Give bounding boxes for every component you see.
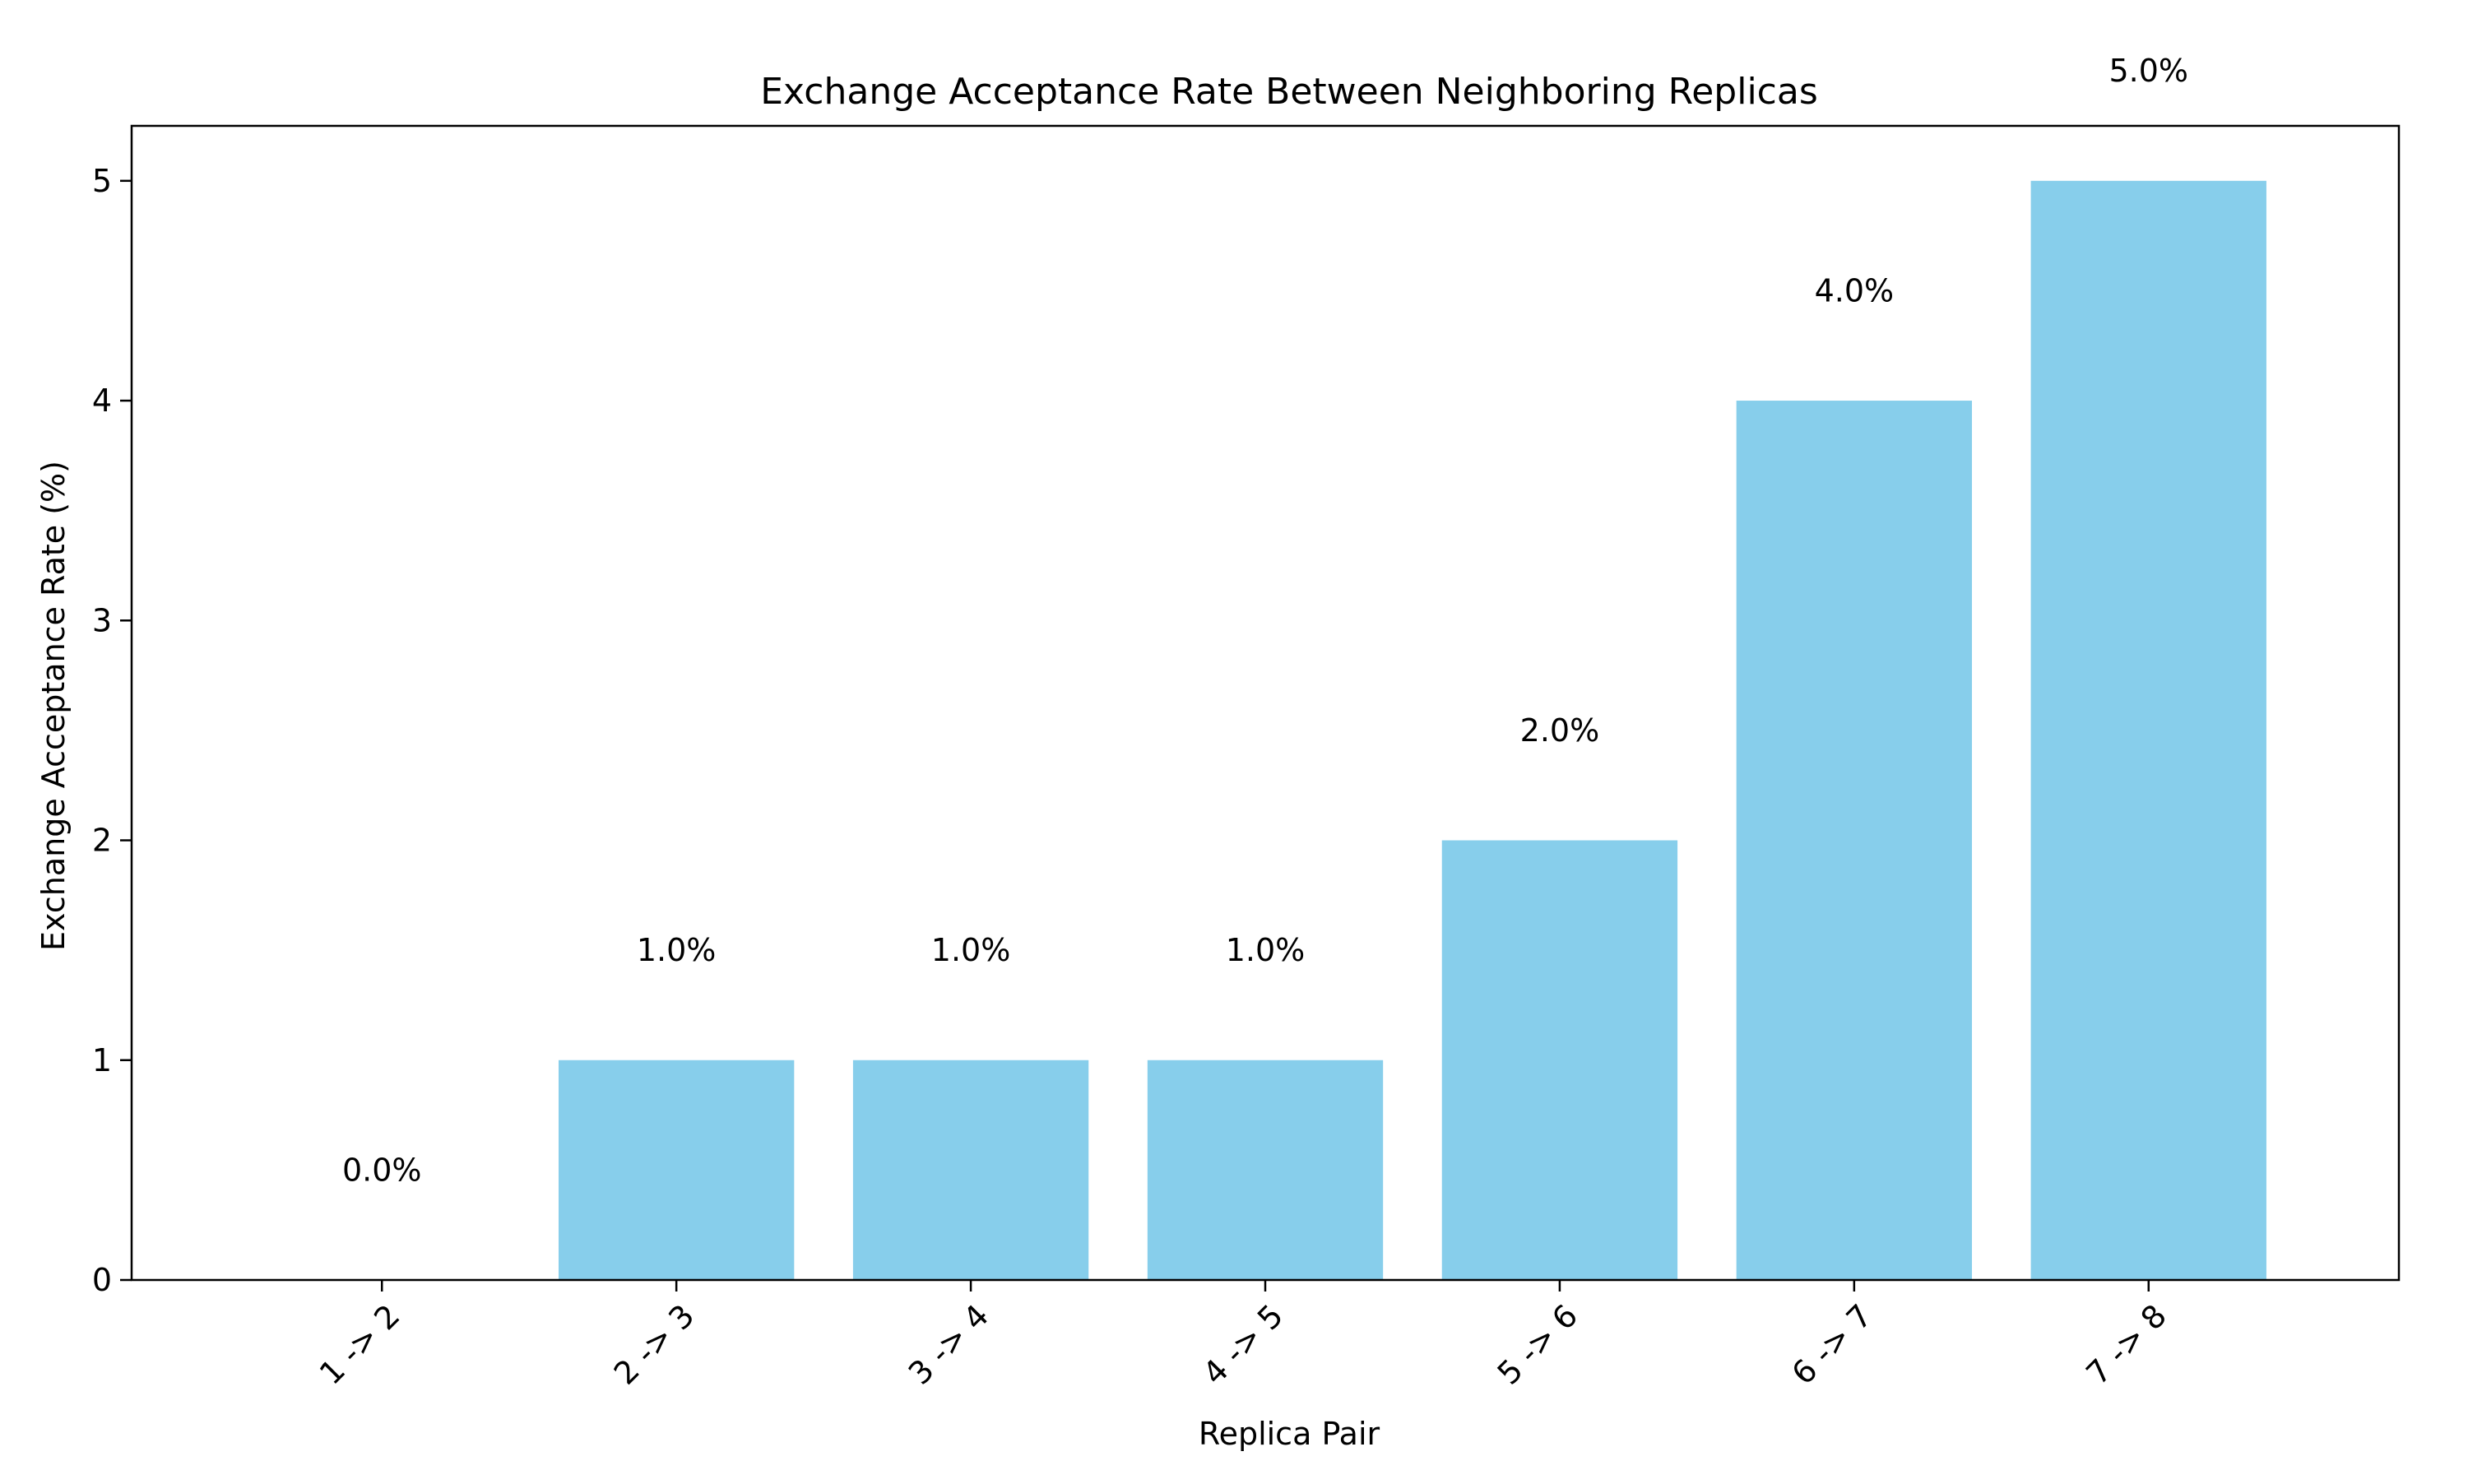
- data-label-3: 1.0%: [931, 932, 1011, 968]
- y-tick-label-3: 3: [92, 602, 112, 638]
- data-label-1: 0.0%: [342, 1152, 422, 1188]
- x-tick-label-6: 6 -> 7: [1785, 1297, 1880, 1392]
- data-label-2: 1.0%: [637, 932, 717, 968]
- x-axis-label: Replica Pair: [1199, 1416, 1380, 1452]
- x-tick-label-3: 3 -> 4: [902, 1297, 996, 1392]
- bar-6: [1736, 401, 1973, 1280]
- y-tick-label-4: 4: [92, 383, 112, 419]
- bars-layer: [558, 180, 2266, 1280]
- chart-title: Exchange Acceptance Rate Between Neighbo…: [760, 71, 1818, 113]
- x-tick-label-1: 1 -> 2: [313, 1297, 407, 1392]
- x-axis: 1 -> 2 2 -> 3 3 -> 4 4 -> 5 5 -> 6 6 -> 7 7 ->…: [313, 1280, 2173, 1392]
- data-label-7: 5.0%: [2108, 53, 2188, 89]
- y-tick-label-1: 1: [92, 1042, 112, 1078]
- y-tick-label-2: 2: [92, 823, 112, 859]
- bar-7: [2030, 180, 2266, 1280]
- x-tick-label-4: 4 -> 5: [1196, 1297, 1291, 1392]
- y-axis-label: Exchange Acceptance Rate (%): [35, 461, 72, 951]
- bar-3: [852, 1060, 1089, 1280]
- y-tick-label-5: 5: [92, 163, 112, 199]
- x-tick-label-2: 2 -> 3: [607, 1297, 702, 1392]
- y-axis: 0 1 2 3 4 5: [92, 163, 132, 1298]
- x-tick-label-7: 7 -> 8: [2079, 1297, 2173, 1392]
- bar-5: [1441, 840, 1678, 1280]
- data-label-6: 4.0%: [1815, 272, 1895, 308]
- bar-2: [558, 1060, 795, 1280]
- bar-4: [1147, 1060, 1384, 1280]
- y-tick-label-0: 0: [92, 1262, 112, 1298]
- x-tick-label-5: 5 -> 6: [1491, 1297, 1585, 1392]
- data-label-4: 1.0%: [1226, 932, 1306, 968]
- data-label-5: 2.0%: [1520, 712, 1600, 749]
- data-labels-layer: 0.0% 1.0% 1.0% 1.0% 2.0% 4.0% 5.0%: [342, 53, 2188, 1188]
